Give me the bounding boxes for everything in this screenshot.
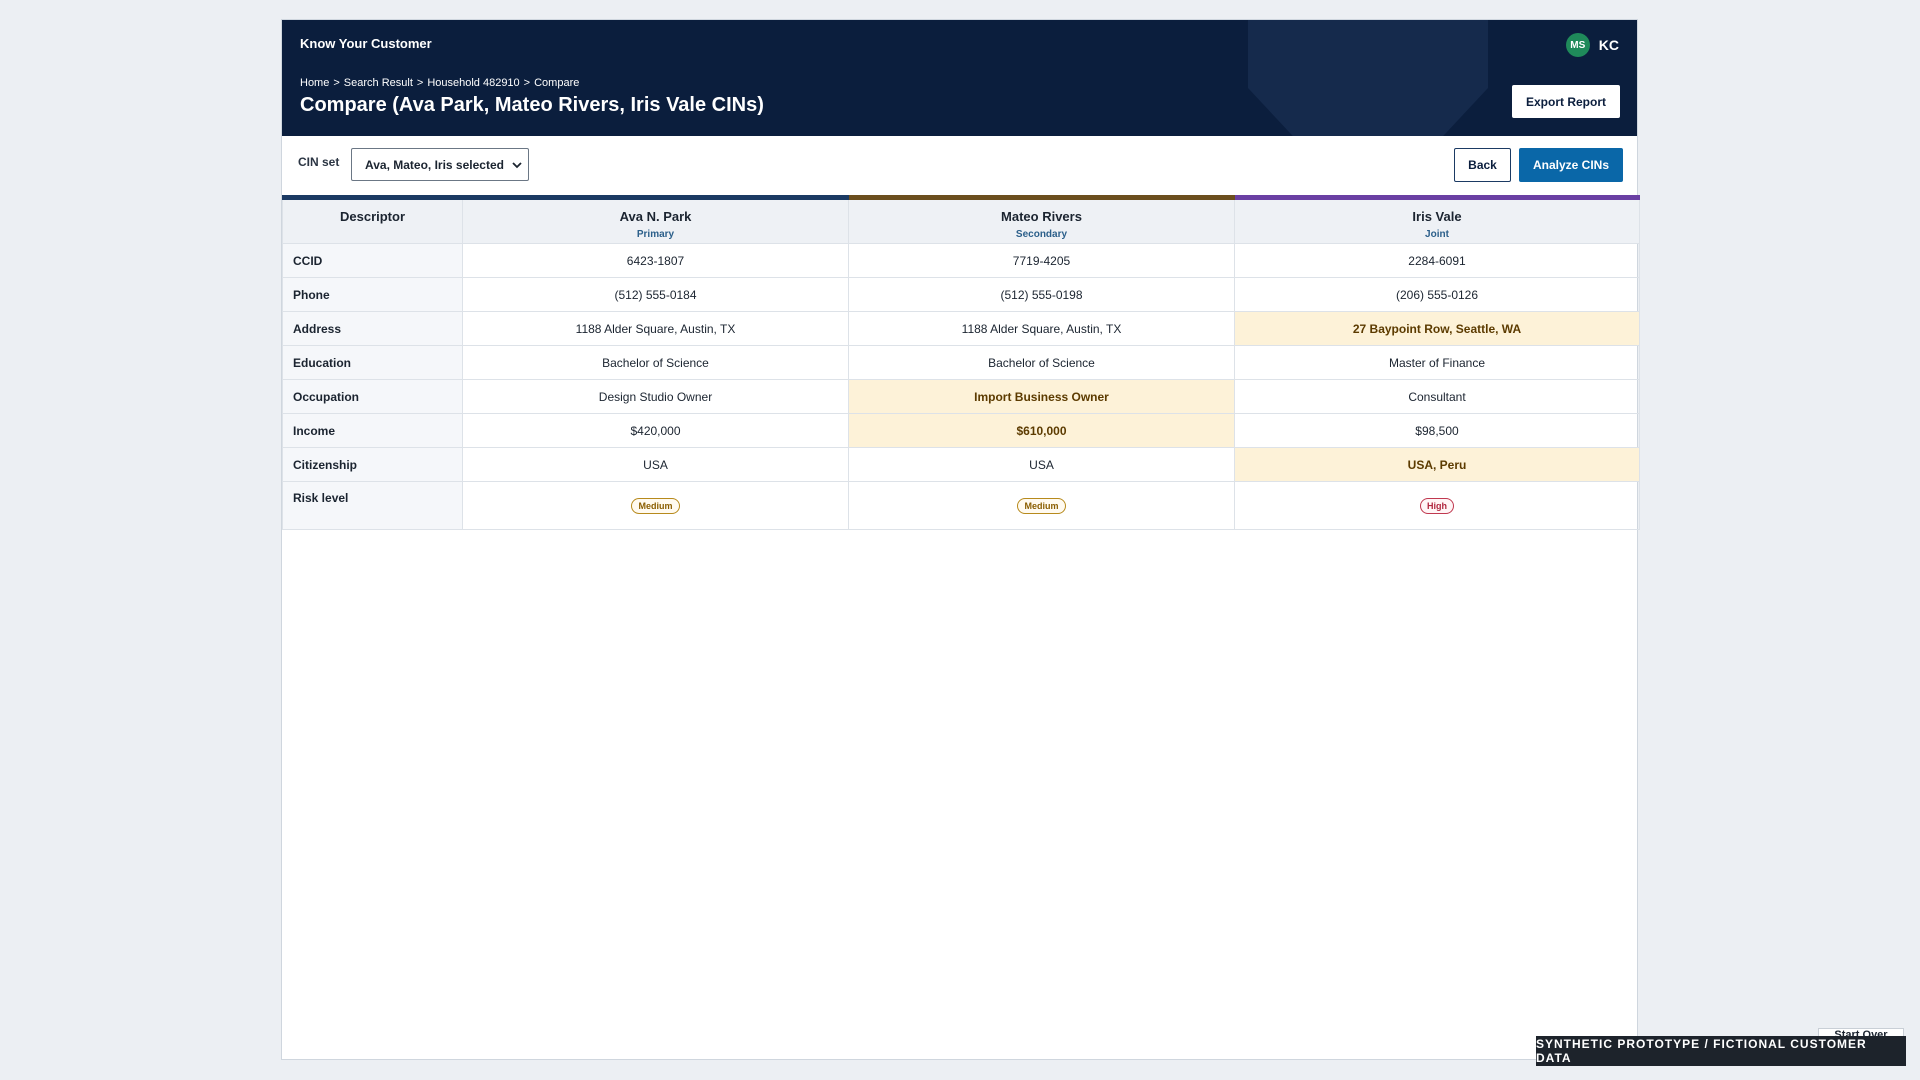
app-title: Know Your Customer — [300, 36, 432, 51]
table-cell: Bachelor of Science — [462, 345, 849, 380]
row-label: Phone — [282, 277, 463, 312]
cin-set-label: CIN set — [298, 155, 340, 169]
column-role: Secondary — [1015, 229, 1068, 240]
analyze-cins-button[interactable]: Analyze CINs — [1519, 148, 1623, 182]
table-row: Risk level Medium Medium High — [282, 481, 1640, 530]
row-label: Education — [282, 345, 463, 380]
compare-table: Descriptor Ava N. Park Primary Mateo Riv… — [282, 195, 1640, 530]
table-cell: USA — [462, 447, 849, 482]
row-label: Risk level — [282, 481, 463, 530]
breadcrumb-search-result[interactable]: Search Result — [343, 77, 413, 89]
header-decoration — [1248, 20, 1488, 136]
table-cell: 6423-1807 — [462, 243, 849, 278]
column-role: Joint — [1425, 229, 1449, 240]
breadcrumb-compare: Compare — [534, 77, 580, 89]
table-cell-highlighted: USA, Peru — [1234, 447, 1640, 482]
breadcrumb: Home > Search Result > Household 482910 … — [300, 77, 579, 89]
risk-badge: High — [1420, 497, 1454, 514]
table-row: Income $420,000 $610,000 $98,500 — [282, 413, 1640, 448]
user-initials[interactable]: KC — [1598, 37, 1619, 53]
table-cell: Master of Finance — [1234, 345, 1640, 380]
descriptor-header: Descriptor — [282, 195, 463, 244]
table-row: Citizenship USA USA USA, Peru — [282, 447, 1640, 482]
table-cell: Consultant — [1234, 379, 1640, 414]
table-row: Occupation Design Studio Owner Import Bu… — [282, 379, 1640, 414]
table-row: Education Bachelor of Science Bachelor o… — [282, 345, 1640, 380]
table-header-row: Descriptor Ava N. Park Primary Mateo Riv… — [282, 195, 1640, 244]
table-cell: $98,500 — [1234, 413, 1640, 448]
row-label: CCID — [282, 243, 463, 278]
column-header-iris-vale: Iris Vale Joint — [1234, 195, 1640, 244]
row-label: Occupation — [282, 379, 463, 414]
table-cell: (512) 555-0184 — [462, 277, 849, 312]
column-header-ava-park: Ava N. Park Primary — [462, 195, 849, 244]
user-menu[interactable]: MS KC — [1565, 33, 1619, 57]
synthetic-data-banner: SYNTHETIC PROTOTYPE / FICTIONAL CUSTOMER… — [1536, 1036, 1906, 1066]
table-cell: 7719-4205 — [848, 243, 1235, 278]
table-cell-highlighted: 27 Baypoint Row, Seattle, WA — [1234, 311, 1640, 346]
cin-set-select-value: Ava, Mateo, Iris selected — [365, 157, 504, 172]
risk-badge: Medium — [631, 497, 680, 514]
breadcrumb-household[interactable]: Household 482910 — [427, 77, 520, 89]
table-row: Address 1188 Alder Square, Austin, TX 11… — [282, 311, 1640, 346]
table-cell: (512) 555-0198 — [848, 277, 1235, 312]
table-cell: Design Studio Owner — [462, 379, 849, 414]
table-row: Phone (512) 555-0184 (512) 555-0198 (206… — [282, 277, 1640, 312]
risk-badge: Medium — [1017, 497, 1066, 514]
column-name: Ava N. Park — [619, 209, 692, 224]
table-row: CCID 6423-1807 7719-4205 2284-6091 — [282, 243, 1640, 278]
page-title: Compare (Ava Park, Mateo Rivers, Iris Va… — [300, 94, 764, 116]
toolbar: CIN set Ava, Mateo, Iris selected Back A… — [282, 136, 1637, 196]
avatar[interactable]: MS — [1565, 33, 1590, 57]
table-cell: 2284-6091 — [1234, 243, 1640, 278]
cin-set-select[interactable]: Ava, Mateo, Iris selected — [351, 148, 529, 181]
table-cell: 1188 Alder Square, Austin, TX — [848, 311, 1235, 346]
row-label: Income — [282, 413, 463, 448]
table-cell: Bachelor of Science — [848, 345, 1235, 380]
page-header: Know Your Customer MS KC Home > Search R… — [282, 20, 1637, 136]
table-cell-highlighted: Import Business Owner — [848, 379, 1235, 414]
column-header-mateo-rivers: Mateo Rivers Secondary — [848, 195, 1235, 244]
column-role: Primary — [636, 229, 675, 240]
table-cell: Medium — [462, 481, 849, 530]
breadcrumb-separator: > — [523, 77, 531, 89]
table-cell: High — [1234, 481, 1640, 530]
chevron-down-icon — [512, 162, 522, 169]
app-window: Know Your Customer MS KC Home > Search R… — [281, 19, 1640, 1060]
column-name: Iris Vale — [1412, 209, 1462, 224]
breadcrumb-home[interactable]: Home — [300, 77, 330, 89]
table-cell: $420,000 — [462, 413, 849, 448]
back-button[interactable]: Back — [1454, 148, 1511, 182]
table-cell: 1188 Alder Square, Austin, TX — [462, 311, 849, 346]
breadcrumb-separator: > — [416, 77, 424, 89]
table-cell: Medium — [848, 481, 1235, 530]
export-report-button[interactable]: Export Report — [1511, 85, 1620, 118]
table-cell: USA — [848, 447, 1235, 482]
row-label: Address — [282, 311, 463, 346]
table-cell-highlighted: $610,000 — [848, 413, 1235, 448]
breadcrumb-separator: > — [333, 77, 340, 89]
column-name: Mateo Rivers — [1001, 209, 1082, 224]
table-cell: (206) 555-0126 — [1234, 277, 1640, 312]
row-label: Citizenship — [282, 447, 463, 482]
